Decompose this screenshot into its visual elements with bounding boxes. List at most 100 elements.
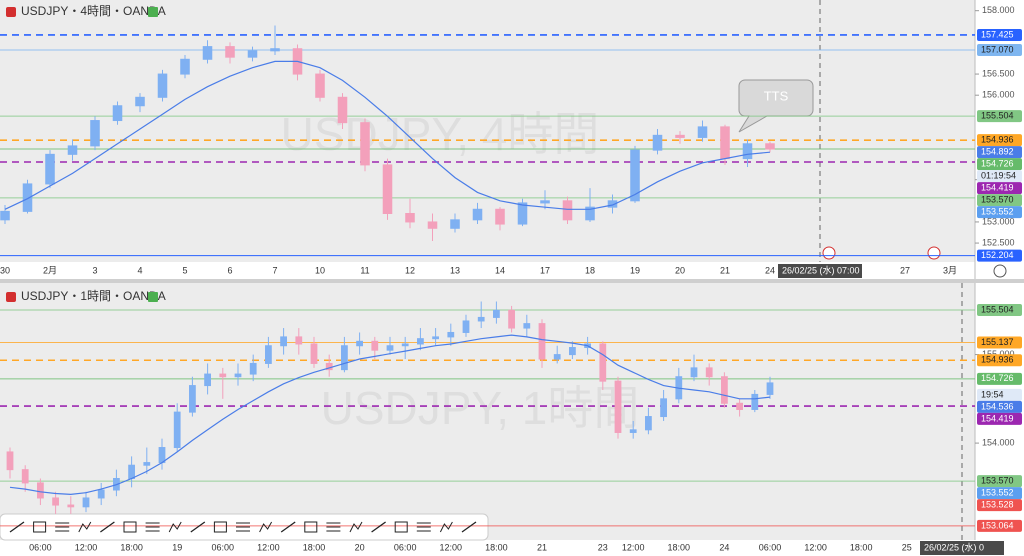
price-label-bg [977,110,1022,123]
toolbar-button[interactable] [259,521,273,533]
candle-body [234,373,242,378]
candle-body [219,373,227,378]
candle-body [310,343,318,364]
tool-icon [416,522,431,532]
toolbar-button[interactable] [33,521,47,533]
x-tick-label: 30 [0,265,10,275]
candle-body [112,105,123,122]
price-label-bg [977,519,1022,532]
crosshair-label-bg [778,264,862,278]
candle-body [417,338,424,345]
x-tick-label: 06:00 [759,542,782,552]
toolbar-button[interactable] [280,521,296,533]
price-label: 154.892 [981,147,1014,157]
toolbar-button[interactable] [190,521,206,533]
toolbar-button[interactable] [145,522,160,532]
x-tick-label: 19 [172,542,182,552]
candle-body [158,447,166,464]
toolbar-button[interactable] [236,522,250,532]
toolbar-button[interactable] [78,521,92,533]
x-tick-label: 20 [355,542,365,552]
price-label-bg [977,28,1022,41]
candle-body [569,347,576,356]
candle-body [553,354,561,360]
candle-body [630,149,640,202]
x-tick-label: 06:00 [29,542,52,552]
y-tick-label: 155.000 [982,349,1015,359]
candle-body [477,316,485,322]
candle-body [751,393,759,410]
candle-body [585,206,595,221]
toolbar-button[interactable] [55,522,70,532]
toolbar-button[interactable] [213,521,227,533]
event-flag[interactable] [927,246,941,260]
x-tick-label: 7 [272,265,277,275]
candle-body [765,143,775,150]
toolbar-button[interactable] [349,521,363,533]
candle-body [143,462,151,466]
candle-body [736,402,743,410]
candle-body [204,373,211,387]
toolbar-button[interactable] [439,521,453,533]
candle-body [401,343,409,347]
x-tick-label: 3月 [943,265,957,275]
candle-body [493,309,500,318]
candle-body [157,73,168,98]
price-label: 154.726 [981,159,1014,169]
toolbar-button[interactable] [123,521,137,533]
toolbar-button[interactable] [394,521,408,533]
price-label-bg [977,475,1022,488]
candle-body [607,200,618,208]
settings-icon[interactable] [993,264,1007,278]
candle-body [540,200,550,204]
candle-body [225,46,235,58]
candle-body [52,497,59,506]
toolbar-button[interactable] [168,521,182,533]
price-label-bg [977,206,1022,219]
candle-body [495,208,505,225]
price-label: 154.419 [981,413,1014,423]
pane-separator [0,279,1024,283]
toolbar-button[interactable] [9,521,25,533]
candle-body [432,336,439,340]
callout-shape [738,79,814,133]
tool-icon [326,522,341,532]
price-label-bg [977,303,1022,316]
candle-body [629,429,637,433]
toolbar-button[interactable] [461,521,477,533]
candle-body [280,336,287,347]
x-tick-label: 14 [495,265,505,275]
tool-icon [236,522,250,532]
candle-body [173,411,181,449]
toolbar-button[interactable] [416,522,431,532]
x-tick-label: 12:00 [75,542,98,552]
event-flag[interactable] [822,246,836,260]
candle-body [462,320,470,333]
toolbar-button[interactable] [100,521,115,533]
candle-body [315,73,325,98]
y-tick-label: 156.500 [982,68,1015,78]
price-label-bg [977,158,1022,171]
candle-body [660,398,667,418]
tool-icon [213,521,227,533]
toolbar-button[interactable] [371,521,386,533]
candle-body [427,221,438,229]
candle-body [249,362,257,375]
x-tick-label: 13 [450,265,460,275]
top-pane [0,0,975,262]
toolbar-button[interactable] [304,521,318,533]
price-label-bg [977,400,1022,413]
x-tick-label: 24 [719,542,729,552]
moving-average [9,334,771,496]
candle-body [614,380,622,433]
x-tick-label: 12:00 [257,542,280,552]
price-label-bg [977,170,1022,183]
candle-body [382,164,393,214]
toolbar-button[interactable] [326,522,341,532]
price-label: 157.070 [981,44,1014,54]
candle-body [97,489,105,499]
tool-icon [145,522,160,532]
callout [738,79,814,133]
x-tick-label: 18:00 [485,542,508,552]
x-tick-label: 25 [902,542,912,552]
